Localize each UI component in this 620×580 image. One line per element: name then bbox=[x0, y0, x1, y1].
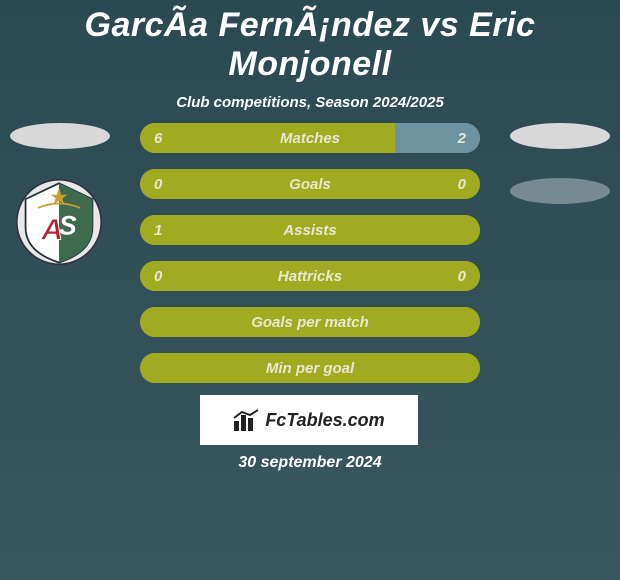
stat-right-value: 0 bbox=[458, 261, 466, 291]
svg-text:S: S bbox=[59, 210, 77, 240]
bar-chart-icon bbox=[233, 409, 259, 431]
stat-label: Min per goal bbox=[140, 353, 480, 383]
stats-container: 6 Matches 2 0 Goals 0 1 Assists 0 Hattri… bbox=[140, 123, 480, 399]
stat-bar: Goals per match bbox=[140, 307, 480, 337]
branding-text: FcTables.com bbox=[265, 410, 384, 431]
player1-club-badge: A S bbox=[15, 178, 103, 266]
player2-photo-placeholder bbox=[510, 123, 610, 149]
stat-bar: 1 Assists bbox=[140, 215, 480, 245]
comparison-infographic: GarcÃ­a FernÃ¡ndez vs Eric Monjonell Clu… bbox=[0, 0, 620, 580]
stat-bar: Min per goal bbox=[140, 353, 480, 383]
stat-bar: 0 Hattricks 0 bbox=[140, 261, 480, 291]
stat-label: Assists bbox=[140, 215, 480, 245]
stat-label: Matches bbox=[140, 123, 480, 153]
branding-box: FcTables.com bbox=[200, 395, 418, 445]
stat-label: Hattricks bbox=[140, 261, 480, 291]
stat-right-value: 0 bbox=[458, 169, 466, 199]
stat-bar: 6 Matches 2 bbox=[140, 123, 480, 153]
player1-photo-placeholder bbox=[10, 123, 110, 149]
stat-bar: 0 Goals 0 bbox=[140, 169, 480, 199]
page-title: GarcÃ­a FernÃ¡ndez vs Eric Monjonell bbox=[0, 0, 620, 84]
stat-right-value: 2 bbox=[458, 123, 466, 153]
stat-label: Goals per match bbox=[140, 307, 480, 337]
stat-label: Goals bbox=[140, 169, 480, 199]
player2-club-placeholder bbox=[510, 178, 610, 204]
page-subtitle: Club competitions, Season 2024/2025 bbox=[0, 94, 620, 111]
footer-date: 30 september 2024 bbox=[0, 454, 620, 472]
